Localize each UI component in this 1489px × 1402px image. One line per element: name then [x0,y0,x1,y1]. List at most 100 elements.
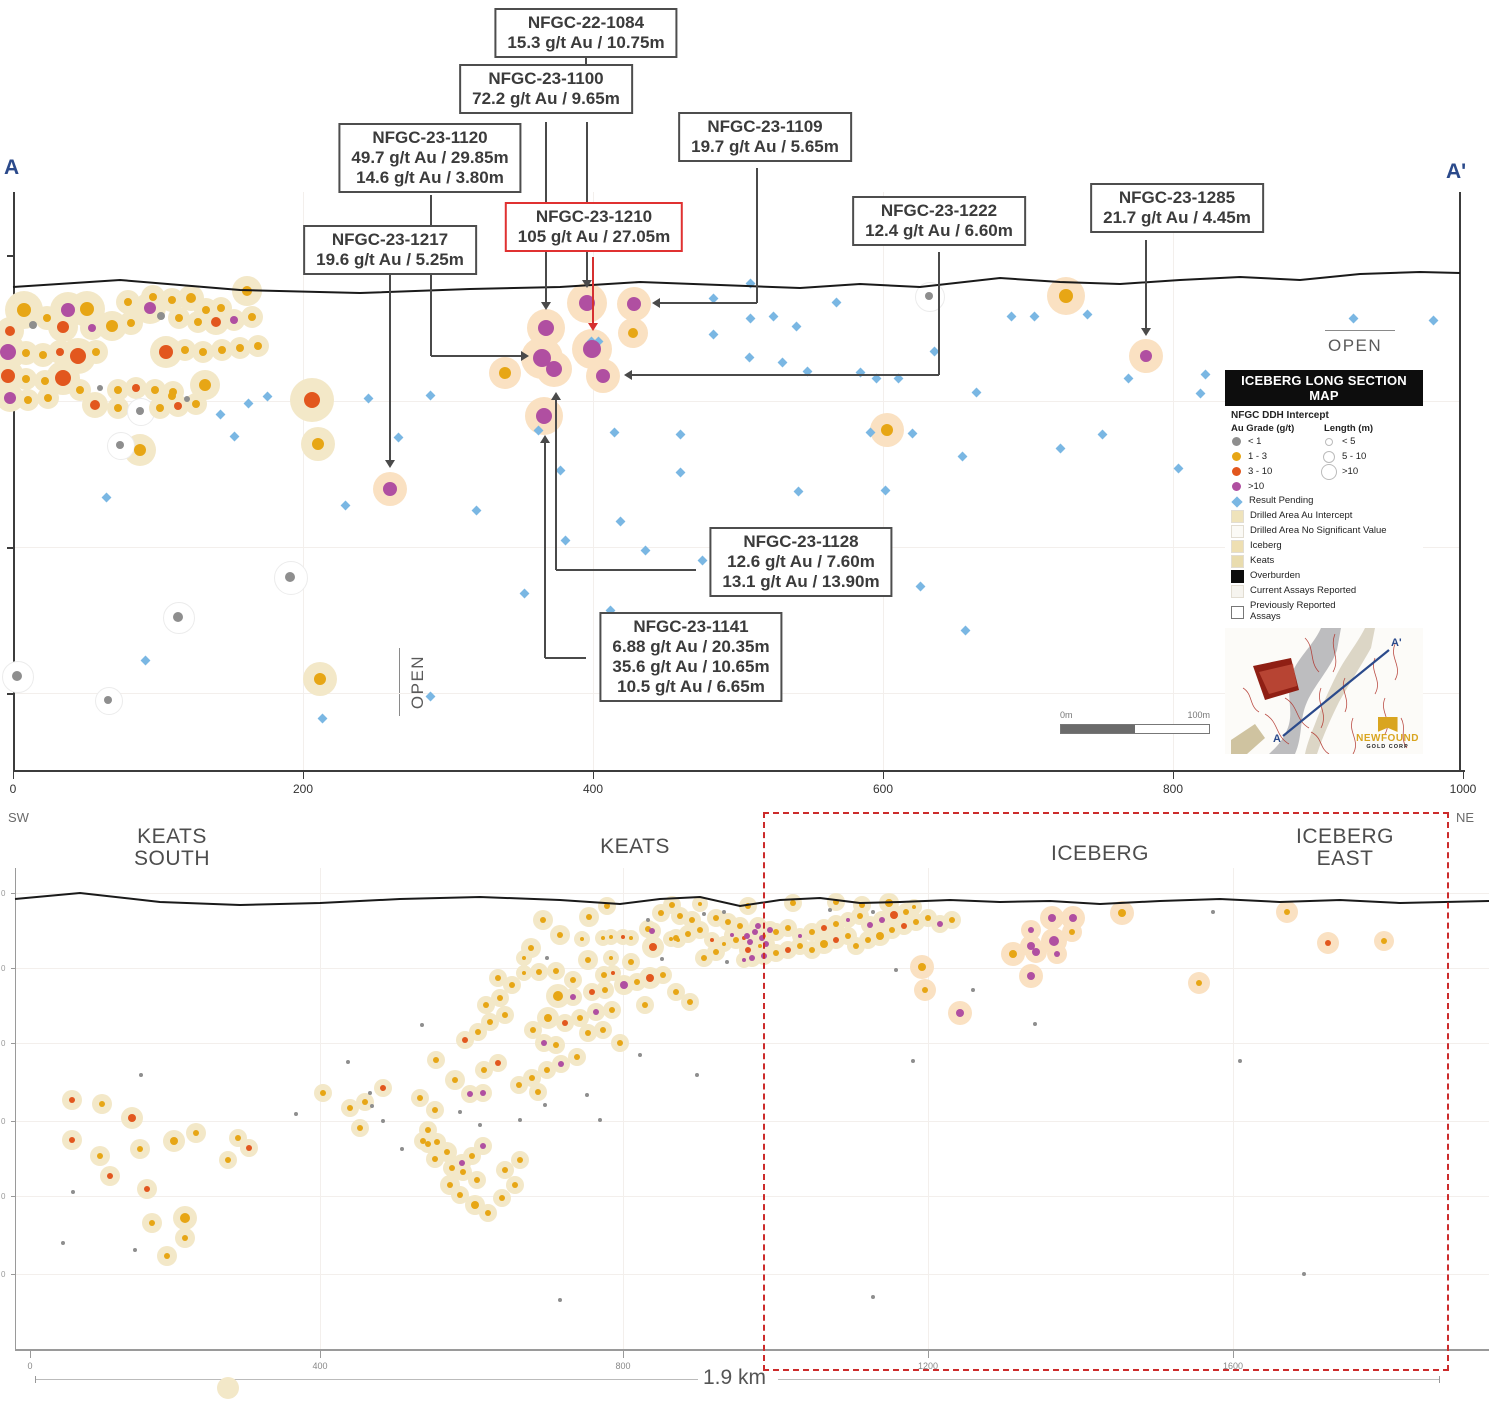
intercept-dot-grade-1 [137,1146,143,1152]
intercept-dot-grade-0 [871,1295,875,1299]
intercept-dot-grade-0 [400,1147,404,1151]
callout-leader-line [756,168,758,303]
bottom-elevation-tick [11,1274,16,1275]
intercept-dot-grade-1 [669,902,675,908]
leader-arrowhead [588,323,598,331]
gridline-vertical [593,192,594,770]
intercept-dot-grade-3 [1032,948,1040,956]
intercept-dot-grade-3 [937,921,943,927]
top-distance-axis-tick [303,770,304,779]
intercept-dot-grade-1 [660,972,666,978]
intercept-dot-grade-0 [695,1073,699,1077]
intercept-dot-grade-2 [132,384,140,392]
intercept-dot-grade-1 [609,1007,615,1013]
intercept-dot-grade-0 [518,1118,522,1122]
intercept-dot-grade-1 [22,375,30,383]
intercept-dot-grade-1 [97,1153,103,1159]
intercept-dot-grade-1 [483,1002,489,1008]
intercept-dot-grade-1 [577,1015,583,1021]
intercept-dot-grade-1 [168,296,176,304]
open-annotation-line-horizontal [1325,330,1395,331]
gridline-vertical [1233,868,1234,1349]
legend-swatch [1231,605,1244,619]
grade-swatch [1232,482,1241,491]
result-pending-diamond [697,555,707,565]
grade-label: 3 - 10 [1248,466,1273,477]
intercept-dot-grade-1 [432,1107,438,1113]
intercept-dot-grade-0 [370,1104,374,1108]
intercept-dot-grade-3 [1049,936,1059,946]
intercept-dot-grade-0 [722,910,726,914]
strike-length-line-left [35,1379,698,1380]
intercept-dot-grade-2 [56,348,64,356]
bottom-elevation-tick [11,893,16,894]
map-scale-bar: 0m 100m [1060,702,1210,734]
grade-label: >10 [1248,481,1265,492]
intercept-dot-grade-1 [913,919,919,925]
legend-item-label: Current Assays Reported [1250,585,1357,597]
intercept-dot-grade-3 [956,1009,964,1017]
callout-nfgc-23-1217: NFGC-23-1217 19.6 g/t Au / 5.25m [303,225,477,276]
intercept-dot-grade-1 [528,945,534,951]
callout-leader-line [389,275,391,466]
intercept-dot-grade-3 [755,923,761,929]
intercept-dot-grade-1 [600,1027,606,1033]
open-label-vertical: OPEN [408,654,427,710]
intercept-dot-grade-1 [502,1012,508,1018]
intercept-dot-grade-0 [184,396,190,402]
intercept-dot-grade-1 [889,927,895,933]
intercept-dot-grade-0 [558,1298,562,1302]
open-label-right: OPEN [1328,336,1383,355]
intercept-dot-grade-1 [604,903,610,909]
result-pending-diamond [880,485,890,495]
intercept-dot-grade-1 [460,1169,466,1175]
open-annotation-line-vertical [399,648,400,716]
intercept-dot-grade-0 [925,292,933,300]
intercept-dot-grade-1 [182,1235,188,1241]
intercept-dot-grade-1 [168,392,176,400]
strike-length-label: 1.9 km [703,1366,767,1389]
intercept-dot-grade-1 [180,1213,190,1223]
intercept-dot-grade-1 [236,344,244,352]
intercept-dot-grade-0 [1238,1059,1242,1063]
top-distance-axis-tick-label: 400 [582,782,604,796]
intercept-dot-grade-1 [949,917,955,923]
intercept-dot-grade-1 [540,917,546,923]
intercept-dot-grade-1 [99,1101,105,1107]
intercept-dot-grade-0 [12,671,22,681]
legend-item-label: Iceberg [1250,540,1282,552]
intercept-dot-grade-1 [114,386,122,394]
intercept-dot-grade-0 [116,441,124,449]
intercept-dot-grade-0 [545,956,549,960]
intercept-dot-grade-1 [925,915,931,921]
result-pending-diamond [791,321,801,331]
intercept-dot-grade-3 [467,1091,473,1097]
intercept-dot-grade-3 [480,1090,486,1096]
gridline-horizontal [16,1043,1489,1044]
legend-item-label: Overburden [1250,570,1301,582]
result-pending-diamond [1195,388,1205,398]
intercept-dot-grade-3 [1028,927,1034,933]
intercept-dot-grade-1 [17,303,31,317]
intercept-dot-grade-1 [722,942,726,946]
legend-swatch [1231,555,1244,568]
intercept-dot-grade-2 [380,1085,386,1091]
intercept-dot-grade-2 [646,974,654,982]
grade-label: 1 - 3 [1248,451,1268,462]
intercept-dot-grade-1 [922,987,928,993]
intercept-dot-grade-1 [820,940,828,948]
intercept-dot-grade-1 [314,673,326,685]
result-pending-diamond [1173,463,1183,473]
bottom-distance-axis-tick-label: 1600 [1222,1361,1244,1371]
intercept-dot-grade-1 [485,1210,491,1216]
intercept-dot-grade-0 [104,696,112,704]
intercept-dot-grade-1 [673,989,679,995]
intercept-dot-grade-1 [586,914,592,920]
result-pending-diamond [615,516,625,526]
gridline-horizontal [16,1274,1489,1275]
legend-swatch [1231,585,1244,598]
strike-length-tick-right [1439,1376,1440,1383]
intercept-dot-grade-1 [320,1090,326,1096]
bottom-elevation-tick [11,1196,16,1197]
intercept-dot-grade-0 [29,321,37,329]
